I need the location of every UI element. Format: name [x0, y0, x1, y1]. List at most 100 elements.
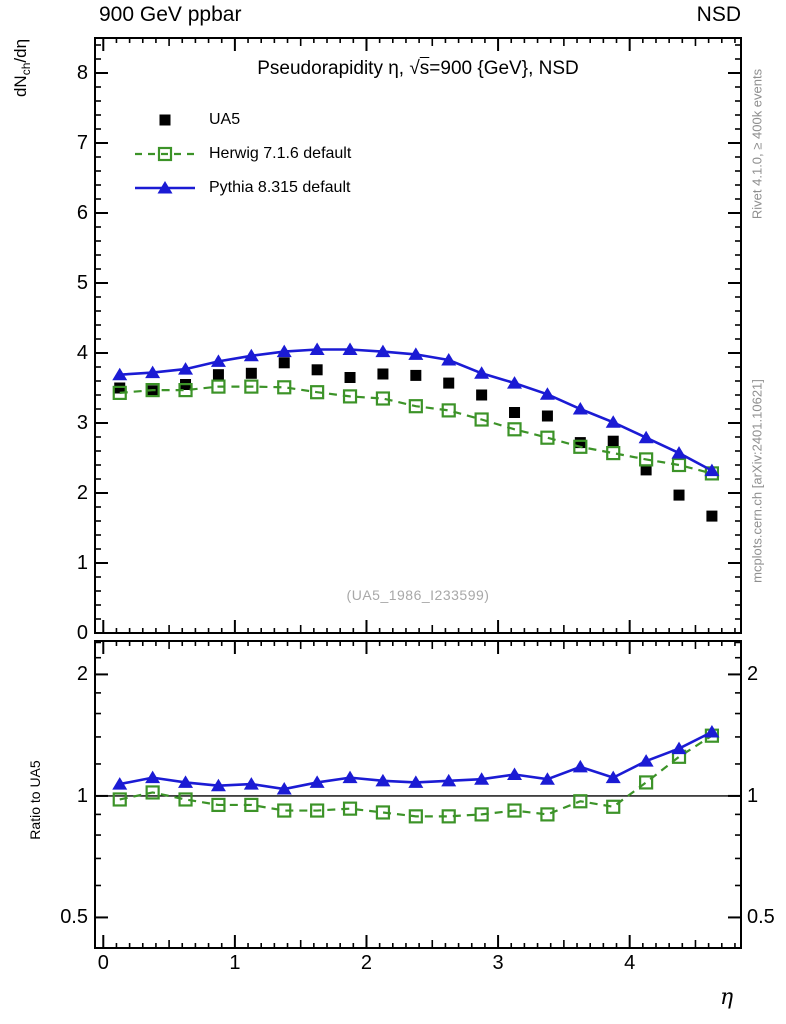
data-point-square — [311, 364, 323, 376]
data-point-triangle — [157, 181, 173, 194]
data-point-triangle — [605, 770, 621, 784]
data-point-square — [212, 369, 224, 381]
data-point-triangle — [507, 376, 523, 389]
data-point-triangle — [178, 775, 194, 788]
data-point-open-square — [639, 452, 654, 467]
legend-item-label: Pythia 8.315 default — [209, 179, 351, 196]
data-point-triangle — [210, 354, 226, 367]
data-point-triangle — [112, 367, 128, 381]
data-point-square — [245, 367, 257, 379]
data-point-triangle — [178, 362, 194, 375]
data-point-triangle — [309, 775, 325, 788]
data-point-open-square — [671, 457, 687, 473]
data-point-open-square — [507, 422, 522, 437]
y-tick-label-ratio-left: 1 — [76, 784, 88, 807]
data-point-triangle — [507, 767, 523, 781]
x-tick-label: 3 — [492, 952, 504, 974]
x-tick-label: 4 — [624, 952, 636, 974]
data-point-triangle — [704, 725, 720, 738]
data-point-triangle — [539, 772, 555, 785]
data-point-open-square — [112, 385, 127, 400]
series-herwig — [112, 379, 720, 481]
plot-title-suffix: =900 {GeV}, NSD — [429, 58, 579, 79]
series-pythia — [112, 342, 720, 477]
data-point-triangle — [474, 772, 490, 785]
data-point-triangle — [342, 342, 358, 355]
legend-marker-triangle-filled — [135, 181, 195, 194]
data-point-triangle — [441, 773, 457, 787]
series-ua5 — [114, 357, 718, 522]
data-point-open-square — [342, 389, 358, 404]
data-point-triangle — [572, 402, 588, 415]
data-point-triangle — [276, 344, 292, 358]
y-tick-label-main: 3 — [76, 412, 88, 434]
data-point-triangle — [572, 759, 588, 773]
data-point-triangle — [309, 342, 325, 355]
data-point-triangle — [474, 366, 490, 379]
series-herwig-line — [119, 385, 713, 475]
data-point-triangle — [375, 344, 391, 358]
data-point-triangle — [671, 741, 687, 755]
data-point-open-square — [474, 412, 489, 427]
data-point-square — [159, 114, 171, 126]
data-point-open-square — [408, 809, 423, 824]
sqrt-s-overline: s — [419, 58, 430, 79]
y-tick-label-main: 0 — [76, 622, 88, 644]
ratio-axis-label: Ratio to UA5 — [27, 760, 43, 840]
data-point-open-square — [342, 801, 358, 816]
data-point-triangle — [408, 775, 424, 788]
data-point-triangle — [704, 463, 720, 477]
y-tick-label-main: 2 — [76, 482, 88, 504]
y-tick-label-main: 7 — [76, 132, 88, 154]
data-point-open-square — [211, 797, 226, 813]
data-point-open-square — [573, 439, 588, 454]
data-point-square — [114, 382, 126, 394]
data-point-square — [476, 389, 488, 401]
data-point-triangle — [112, 777, 128, 790]
y-tick-label-ratio-right: 1 — [747, 784, 759, 807]
data-point-square — [377, 368, 389, 380]
data-point-open-square — [244, 797, 259, 813]
y-tick-label-main: 4 — [76, 342, 88, 364]
series-pythia-line — [119, 348, 713, 472]
y-tick-label-ratio-left: 2 — [76, 663, 88, 686]
data-point-open-square — [606, 446, 621, 461]
ratio-series-herwig — [112, 728, 720, 824]
legend-marker-square-open — [135, 146, 195, 162]
data-point-open-square — [310, 803, 325, 818]
y-axis-label-sub: ch — [19, 62, 34, 76]
data-point-square — [673, 489, 685, 501]
y-tick-label-ratio-left: 0.5 — [60, 906, 88, 929]
rivet-version-label: Rivet 4.1.0, ≥ 400k events — [749, 68, 765, 220]
data-point-open-square — [211, 379, 226, 394]
data-point-triangle — [671, 446, 687, 459]
data-point-square — [541, 410, 553, 422]
data-point-open-square — [145, 785, 160, 800]
data-point-triangle — [276, 782, 292, 795]
data-point-open-square — [441, 403, 456, 418]
data-point-open-square — [474, 807, 489, 822]
data-point-open-square — [277, 803, 292, 818]
data-point-open-square — [408, 399, 423, 414]
data-point-triangle — [243, 777, 259, 790]
data-point-square — [410, 369, 422, 381]
main-panel-frame — [94, 37, 742, 634]
data-point-square — [509, 407, 521, 418]
data-point-square — [640, 464, 652, 476]
data-point-triangle — [145, 365, 161, 379]
y-tick-label-ratio-right: 0.5 — [747, 906, 775, 929]
legend-item-herwig: Herwig 7.1.6 default — [133, 137, 351, 171]
plot-title: Pseudorapidity η, √s=900 {GeV}, NSD — [95, 58, 741, 80]
y-axis-label-deta: /dη — [10, 38, 30, 63]
y-axis-label: dNch/dη — [11, 39, 33, 97]
data-point-triangle — [375, 773, 391, 787]
data-point-open-square — [540, 807, 555, 822]
data-point-triangle — [605, 415, 621, 428]
data-point-open-square — [157, 146, 173, 162]
data-point-open-square — [375, 805, 391, 820]
data-point-triangle — [145, 770, 161, 784]
mcplots-credit-label: mcplots.cern.ch [arXiv:2401.10621] — [749, 379, 765, 583]
ratio-series-pythia — [112, 725, 720, 795]
data-point-open-square — [178, 383, 193, 398]
